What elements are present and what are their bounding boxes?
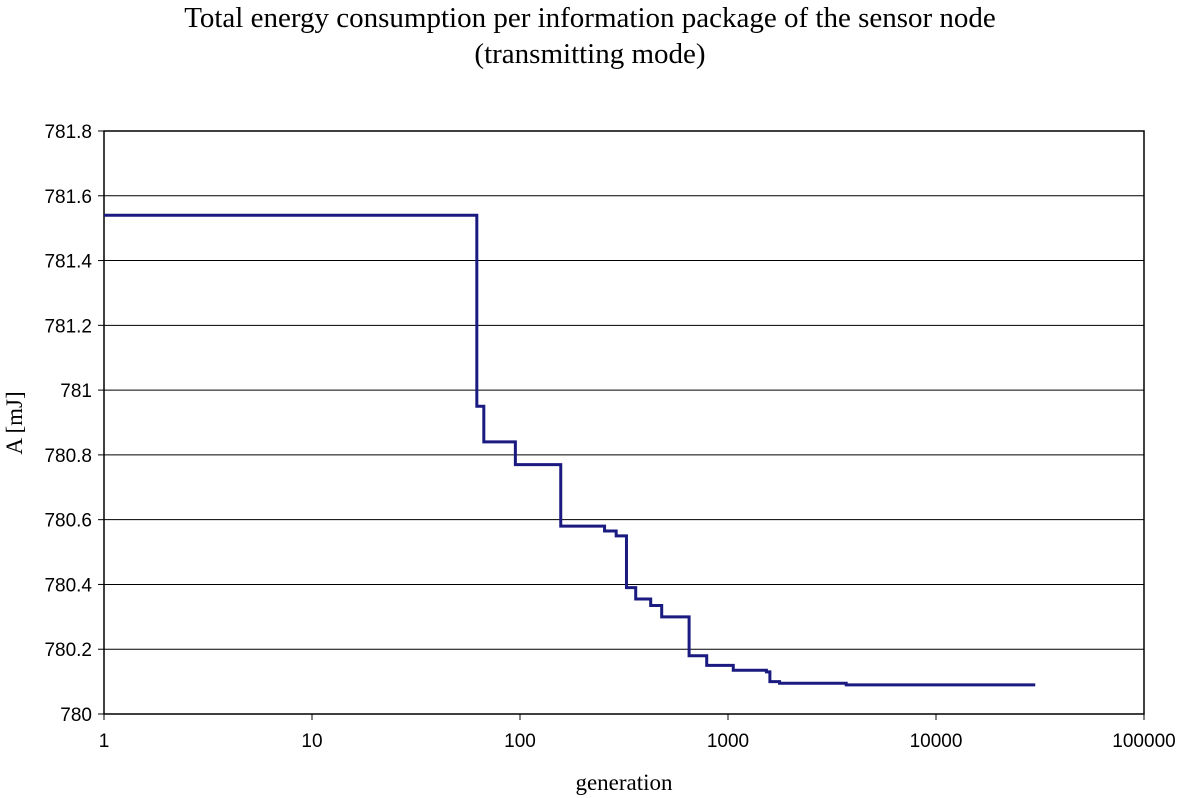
y-tick-label: 780 bbox=[60, 705, 92, 726]
gridlines bbox=[104, 130, 1144, 715]
y-tick-label: 780.4 bbox=[44, 575, 92, 596]
x-axis-label: generation bbox=[575, 770, 673, 795]
x-tick-label: 1 bbox=[99, 731, 110, 752]
x-axis-ticks: 1 10 100 1000 10000 100000 bbox=[99, 714, 1176, 752]
series-line bbox=[104, 213, 1036, 687]
y-tick-label: 781.2 bbox=[44, 316, 92, 337]
y-axis-ticks: 780 780.2 780.4 780.6 780.8 781 781.2 781.4 781.… bbox=[44, 122, 104, 726]
y-tick-label: 781 bbox=[60, 381, 92, 402]
x-tick-label: 100 bbox=[504, 731, 536, 752]
x-tick-label: 10 bbox=[301, 731, 322, 752]
y-tick-label: 781.4 bbox=[44, 252, 92, 273]
x-tick-label: 10000 bbox=[910, 731, 963, 752]
x-tick-label: 100000 bbox=[1112, 731, 1175, 752]
y-tick-label: 780.6 bbox=[44, 511, 92, 532]
y-tick-label: 780.2 bbox=[44, 640, 92, 661]
y-tick-label: 781.6 bbox=[44, 187, 92, 208]
plot-area-frame bbox=[103, 130, 1145, 715]
chart-title-line-2: (transmitting mode) bbox=[474, 38, 705, 70]
x-tick-label: 1000 bbox=[707, 731, 749, 752]
chart-title-line-1: Total energy consumption per information… bbox=[184, 2, 996, 34]
series-group bbox=[104, 213, 1036, 687]
y-tick-label: 781.8 bbox=[44, 122, 92, 143]
y-axis-label: A [mJ] bbox=[2, 391, 27, 454]
y-tick-label: 780.8 bbox=[44, 446, 92, 467]
